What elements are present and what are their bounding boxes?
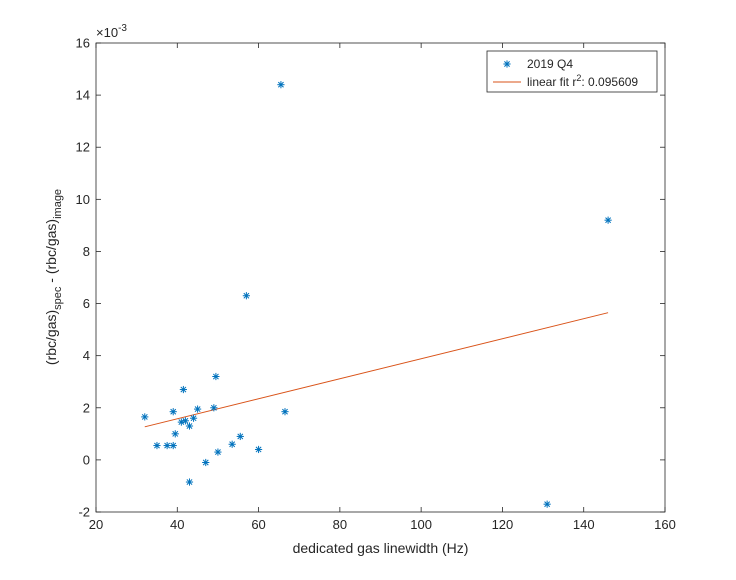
y-tick-label: 14 — [76, 88, 90, 103]
x-tick-label: 100 — [410, 517, 432, 532]
data-point — [254, 445, 263, 454]
x-axis-label: dedicated gas linewidth (Hz) — [293, 540, 469, 556]
data-point — [214, 448, 222, 456]
data-point — [171, 430, 179, 438]
data-point — [169, 408, 177, 416]
y-axis-exponent: ×10-3 — [96, 23, 127, 40]
data-point — [277, 81, 285, 89]
legend-series-label: 2019 Q4 — [527, 57, 573, 71]
legend: 2019 Q4 linear fit r2: 0.095609 — [486, 50, 658, 93]
x-tick-label: 40 — [170, 517, 184, 532]
y-tick-label: 2 — [83, 400, 90, 415]
data-point — [212, 372, 220, 381]
data-point — [242, 292, 250, 300]
y-tick-label: 8 — [83, 244, 90, 259]
data-point — [179, 385, 187, 394]
x-tick-label: 60 — [251, 517, 265, 532]
x-tick-label: 80 — [333, 517, 347, 532]
data-point — [543, 500, 551, 508]
data-point — [141, 413, 149, 421]
x-tick-label: 120 — [492, 517, 514, 532]
data-point — [604, 216, 612, 224]
data-point — [228, 440, 236, 448]
y-tick-label: 16 — [76, 36, 90, 51]
data-point — [169, 441, 177, 450]
x-tick-label: 20 — [89, 517, 103, 532]
x-tick-label: 140 — [573, 517, 595, 532]
legend-box — [486, 50, 658, 93]
data-point — [189, 414, 198, 422]
axes-frame — [95, 42, 666, 513]
y-axis-label: (rbc/gas)spec - (rbc/gas)image — [43, 189, 64, 365]
data-point — [210, 404, 218, 412]
plot-area-border — [95, 42, 666, 513]
data-points — [141, 81, 612, 508]
data-point — [185, 478, 194, 486]
data-point — [281, 408, 289, 416]
y-tick-label: 4 — [83, 348, 90, 363]
data-point — [194, 405, 202, 413]
x-axis-ticks: 20 40 60 80 100 120 140 160 — [89, 43, 676, 532]
y-tick-label: -2 — [78, 505, 90, 520]
legend-fit-label: linear fit r2: 0.095609 — [527, 73, 638, 89]
fit-line-layer — [144, 312, 609, 428]
y-tick-label: 6 — [83, 296, 90, 311]
y-tick-label: 10 — [76, 192, 90, 207]
legend-series-marker — [503, 60, 511, 68]
data-point — [153, 441, 161, 450]
x-tick-label: 160 — [654, 517, 676, 532]
data-point — [181, 417, 190, 425]
y-tick-label: 12 — [76, 140, 90, 155]
data-point — [236, 432, 244, 441]
y-axis-ticks: -2 0 2 4 6 8 10 12 14 16 — [76, 36, 665, 520]
legend-asterisk-icon — [503, 60, 511, 68]
data-point — [163, 441, 171, 450]
data-point — [202, 458, 210, 467]
data-point — [185, 422, 194, 430]
linear-fit-line — [144, 312, 609, 428]
y-tick-label: 0 — [83, 452, 90, 467]
